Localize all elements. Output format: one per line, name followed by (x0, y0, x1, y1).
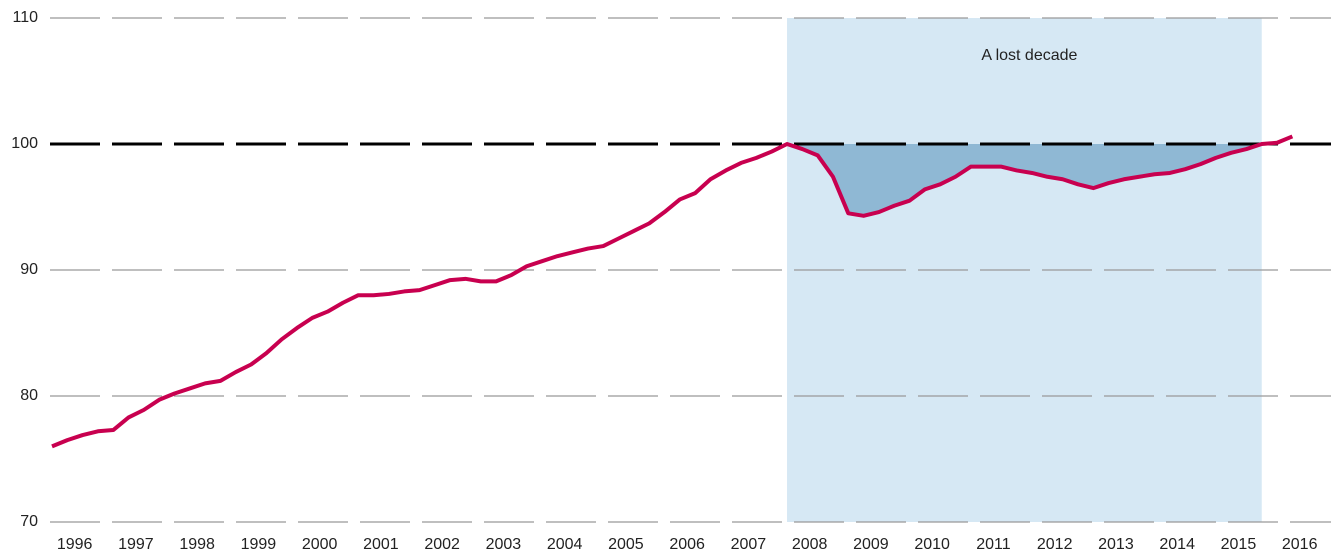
series-line (51, 134, 1294, 449)
x-tick-label: 2012 (1037, 536, 1073, 553)
x-tick-label: 1999 (241, 536, 277, 553)
x-tick-label: 1997 (118, 536, 154, 553)
x-tick-label: 2006 (669, 536, 705, 553)
y-tick-label: 100 (11, 135, 38, 152)
x-tick-label: 2003 (486, 536, 522, 553)
x-tick-label: 2002 (424, 536, 460, 553)
x-tick-label: 2010 (914, 536, 950, 553)
y-tick-label: 110 (12, 9, 38, 26)
y-tick-label: 90 (20, 261, 38, 278)
x-tick-label: 1998 (179, 536, 215, 553)
x-tick-label: 2011 (976, 536, 1011, 553)
x-tick-label: 2009 (853, 536, 889, 553)
x-tick-label: 2004 (547, 536, 583, 553)
x-tick-label: 2007 (731, 536, 767, 553)
x-tick-label: 2016 (1282, 536, 1318, 553)
y-tick-label: 70 (20, 513, 38, 530)
x-tick-label: 2015 (1221, 536, 1257, 553)
annotation: A lost decade (981, 47, 1077, 64)
x-tick-label: 2001 (363, 536, 399, 553)
gap-area (787, 144, 1262, 216)
x-tick-label: 1996 (57, 536, 93, 553)
y-tick-label: 80 (20, 387, 38, 404)
x-tick-label: 2013 (1098, 536, 1134, 553)
x-tick-label: 2008 (792, 536, 828, 553)
x-tick-label: 2005 (608, 536, 644, 553)
x-tick-label: 2014 (1159, 536, 1195, 553)
x-tick-label: 2000 (302, 536, 338, 553)
